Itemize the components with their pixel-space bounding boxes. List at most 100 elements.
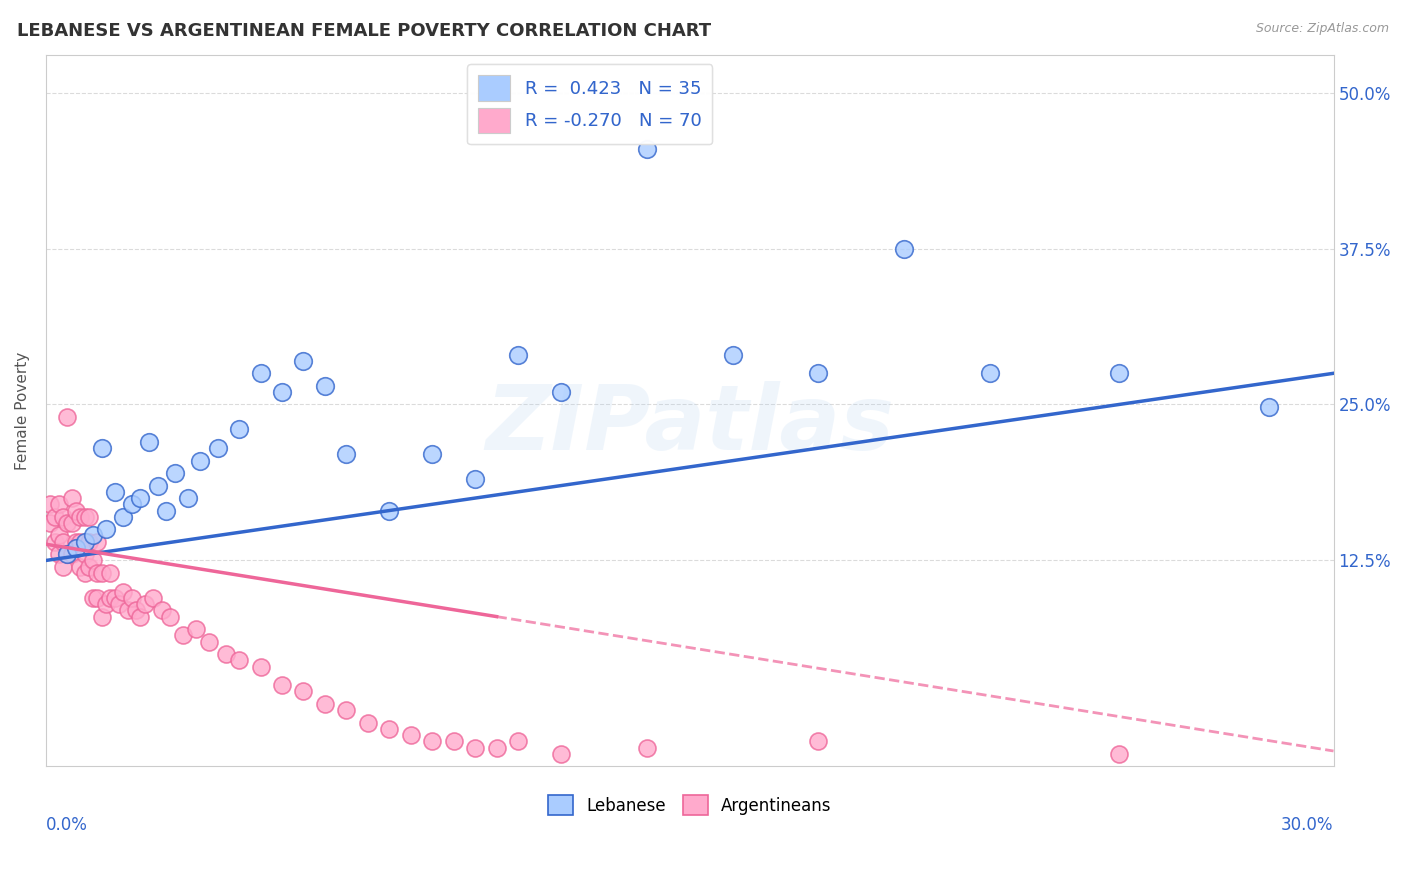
Point bbox=[506, 734, 529, 748]
Point bbox=[129, 609, 152, 624]
Point bbox=[108, 597, 131, 611]
Point bbox=[979, 366, 1001, 380]
Point bbox=[48, 528, 70, 542]
Point bbox=[90, 609, 112, 624]
Point bbox=[98, 591, 121, 605]
Point bbox=[155, 503, 177, 517]
Point bbox=[39, 497, 62, 511]
Point bbox=[1108, 747, 1130, 761]
Point bbox=[1108, 366, 1130, 380]
Point bbox=[271, 384, 294, 399]
Point bbox=[65, 503, 87, 517]
Point bbox=[86, 534, 108, 549]
Point bbox=[636, 740, 658, 755]
Point bbox=[335, 703, 357, 717]
Point bbox=[65, 541, 87, 555]
Point bbox=[807, 366, 830, 380]
Point bbox=[77, 509, 100, 524]
Point bbox=[60, 491, 83, 505]
Point bbox=[464, 472, 486, 486]
Point bbox=[48, 497, 70, 511]
Point bbox=[142, 591, 165, 605]
Y-axis label: Female Poverty: Female Poverty bbox=[15, 351, 30, 470]
Point bbox=[52, 559, 75, 574]
Point bbox=[228, 653, 250, 667]
Point bbox=[550, 747, 572, 761]
Point bbox=[77, 534, 100, 549]
Point bbox=[90, 441, 112, 455]
Point bbox=[249, 366, 271, 380]
Point bbox=[117, 603, 139, 617]
Point bbox=[249, 659, 271, 673]
Point bbox=[159, 609, 181, 624]
Point bbox=[94, 597, 117, 611]
Point bbox=[378, 503, 401, 517]
Point bbox=[90, 566, 112, 580]
Point bbox=[129, 491, 152, 505]
Point bbox=[420, 734, 443, 748]
Point bbox=[125, 603, 148, 617]
Point bbox=[138, 434, 160, 449]
Text: Source: ZipAtlas.com: Source: ZipAtlas.com bbox=[1256, 22, 1389, 36]
Point bbox=[198, 634, 221, 648]
Point bbox=[69, 534, 91, 549]
Point bbox=[52, 534, 75, 549]
Point bbox=[82, 591, 104, 605]
Text: LEBANESE VS ARGENTINEAN FEMALE POVERTY CORRELATION CHART: LEBANESE VS ARGENTINEAN FEMALE POVERTY C… bbox=[17, 22, 711, 40]
Point bbox=[56, 547, 79, 561]
Point bbox=[65, 534, 87, 549]
Point bbox=[44, 509, 66, 524]
Point bbox=[121, 591, 143, 605]
Point bbox=[636, 142, 658, 156]
Text: 30.0%: 30.0% bbox=[1281, 816, 1333, 834]
Point bbox=[146, 478, 169, 492]
Point bbox=[292, 354, 315, 368]
Point bbox=[314, 697, 336, 711]
Point bbox=[69, 559, 91, 574]
Point bbox=[464, 740, 486, 755]
Point bbox=[215, 647, 238, 661]
Point bbox=[186, 622, 208, 636]
Point bbox=[190, 453, 212, 467]
Point bbox=[56, 516, 79, 530]
Point bbox=[1258, 400, 1281, 414]
Point bbox=[98, 566, 121, 580]
Point bbox=[73, 534, 96, 549]
Point bbox=[86, 566, 108, 580]
Point bbox=[271, 678, 294, 692]
Point bbox=[48, 547, 70, 561]
Point bbox=[399, 728, 422, 742]
Point bbox=[420, 447, 443, 461]
Point bbox=[893, 242, 915, 256]
Point bbox=[56, 547, 79, 561]
Text: ZIPatlas: ZIPatlas bbox=[485, 381, 894, 469]
Point bbox=[207, 441, 229, 455]
Point bbox=[335, 447, 357, 461]
Point bbox=[86, 591, 108, 605]
Point bbox=[172, 628, 194, 642]
Point bbox=[150, 603, 173, 617]
Point bbox=[357, 715, 380, 730]
Point bbox=[112, 509, 135, 524]
Point bbox=[721, 348, 744, 362]
Point bbox=[228, 422, 250, 436]
Point bbox=[112, 584, 135, 599]
Point bbox=[550, 384, 572, 399]
Point bbox=[121, 497, 143, 511]
Point bbox=[485, 740, 508, 755]
Text: 0.0%: 0.0% bbox=[46, 816, 87, 834]
Point bbox=[94, 522, 117, 536]
Point bbox=[314, 378, 336, 392]
Point bbox=[73, 547, 96, 561]
Point bbox=[104, 484, 127, 499]
Point bbox=[378, 722, 401, 736]
Legend: R =  0.423   N = 35, R = -0.270   N = 70: R = 0.423 N = 35, R = -0.270 N = 70 bbox=[467, 64, 713, 145]
Point bbox=[73, 509, 96, 524]
Point bbox=[163, 466, 186, 480]
Point bbox=[506, 348, 529, 362]
Point bbox=[807, 734, 830, 748]
Point bbox=[52, 509, 75, 524]
Point bbox=[73, 566, 96, 580]
Point bbox=[60, 516, 83, 530]
Point bbox=[82, 528, 104, 542]
